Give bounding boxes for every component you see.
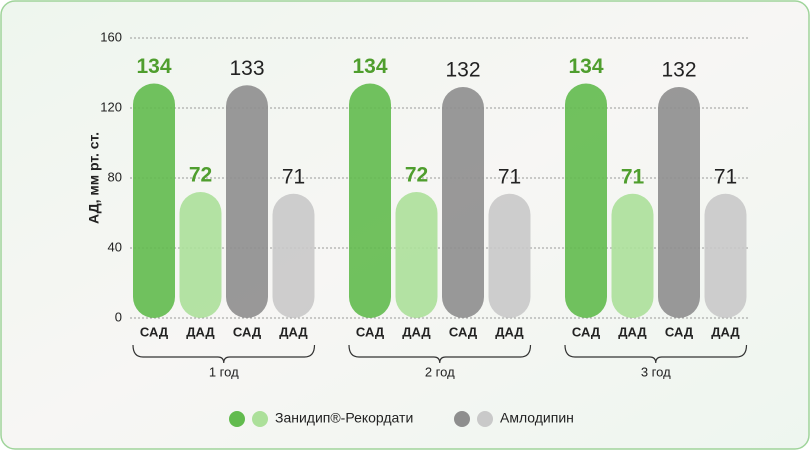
legend-swatch	[454, 411, 470, 427]
value-label: 71	[498, 165, 521, 188]
bar	[565, 83, 607, 318]
y-axis-label: АД, мм рт. ст.	[86, 132, 102, 224]
bar-sublabel: САД	[665, 324, 694, 339]
bar	[442, 87, 484, 318]
bar	[179, 192, 222, 318]
y-tick-label: 120	[100, 99, 122, 114]
value-label: 134	[136, 55, 171, 78]
y-tick-label: 0	[115, 309, 122, 324]
bar	[133, 83, 175, 318]
group-brace	[348, 344, 532, 364]
bar	[226, 85, 268, 318]
value-label: 134	[352, 55, 387, 78]
value-label: 72	[189, 164, 212, 187]
value-label: 72	[405, 164, 428, 187]
bar	[272, 193, 315, 318]
bar-sublabel: САД	[356, 324, 385, 339]
bar	[395, 192, 438, 318]
group-brace	[132, 344, 316, 364]
y-tick-label: 80	[108, 169, 122, 184]
bar-sublabel: САД	[572, 324, 601, 339]
bar-sublabel: ДАД	[618, 324, 647, 339]
bar-sublabel: ДАД	[711, 324, 740, 339]
y-tick-label: 160	[100, 29, 122, 44]
value-label: 133	[229, 57, 264, 80]
value-label: 71	[282, 165, 305, 188]
bar	[658, 87, 700, 318]
bar	[704, 193, 747, 318]
value-label: 71	[714, 165, 737, 188]
group-brace	[564, 344, 748, 364]
legend-swatch	[477, 411, 493, 427]
x-tick-label: 2 год	[425, 364, 455, 379]
bar-sublabel: ДАД	[495, 324, 524, 339]
bar-sublabel: САД	[140, 324, 169, 339]
legend-label: Занидип®-Рекордати	[275, 410, 413, 426]
bar-sublabel: САД	[233, 324, 262, 339]
legend-label: Амлодипин	[500, 410, 574, 426]
legend-swatch	[229, 411, 245, 427]
bar	[611, 193, 654, 318]
bar-sublabel: САД	[449, 324, 478, 339]
value-label: 71	[621, 165, 645, 188]
x-tick-label: 1 год	[209, 364, 239, 379]
x-tick-label: 3 год	[641, 364, 671, 379]
bar-sublabel: ДАД	[279, 324, 308, 339]
value-label: 132	[661, 59, 696, 82]
value-label: 134	[568, 55, 603, 78]
legend-swatch	[252, 411, 268, 427]
bar-sublabel: ДАД	[186, 324, 215, 339]
bar	[488, 193, 531, 318]
bar	[349, 83, 391, 318]
value-label: 132	[445, 59, 480, 82]
bar-sublabel: ДАД	[402, 324, 431, 339]
y-tick-label: 40	[108, 239, 122, 254]
